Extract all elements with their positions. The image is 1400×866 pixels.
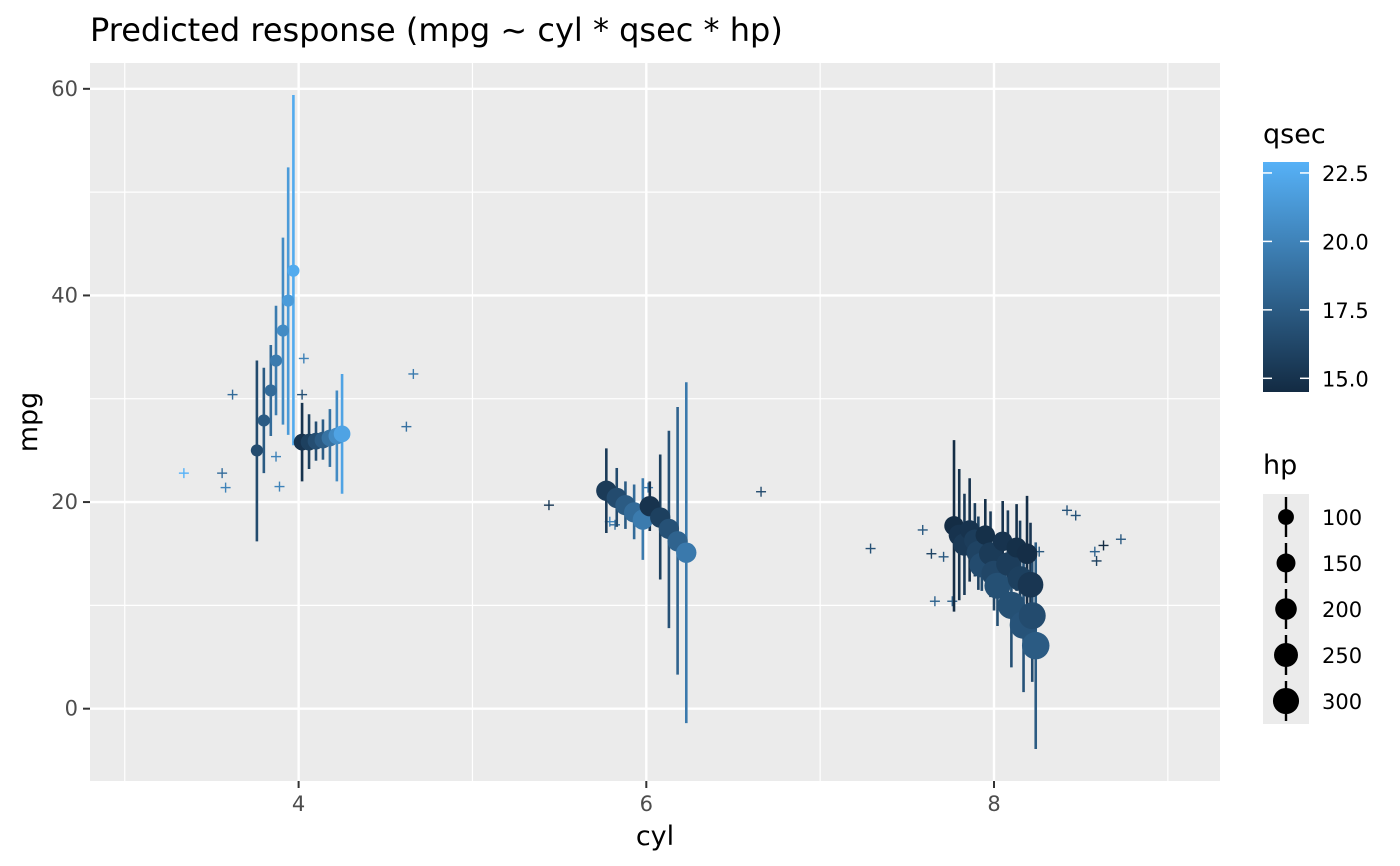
y-tick-label: 20 [51, 490, 78, 514]
predicted-point [333, 425, 351, 443]
predicted-point [1016, 543, 1038, 565]
observed-point [1089, 546, 1100, 557]
predicted-point [975, 525, 996, 545]
colorbar-legend: qsec 15.0 17.5 20.0 22.5 [1263, 119, 1369, 392]
y-tick-label: 60 [51, 77, 78, 101]
observed-point [917, 524, 928, 535]
size-legend-key: 200 [1263, 586, 1362, 632]
grid-major [90, 63, 1220, 781]
observed-point [1062, 505, 1073, 516]
chart-title: Predicted response (mpg ~ cyl * qsec * h… [90, 11, 783, 49]
observed-point [227, 389, 238, 400]
colorbar-ticks: 15.0 17.5 20.0 22.5 [1263, 162, 1369, 391]
predicted-point [1021, 631, 1050, 660]
observed-point [947, 596, 958, 607]
observed-point [408, 368, 419, 379]
colorbar-gradient [1263, 162, 1309, 392]
x-axis-label: cyl [636, 821, 674, 852]
y-tick-label: 0 [65, 697, 78, 721]
predicted-point [264, 384, 277, 397]
predicted-point [997, 591, 1026, 620]
size-legend: hp 100 150 200 250 300 [1263, 450, 1362, 724]
predicted-point [276, 324, 290, 337]
observed-point [938, 551, 949, 562]
size-legend-key: 300 [1263, 678, 1362, 724]
observed-point [756, 486, 767, 497]
observed-point [1098, 540, 1109, 551]
x-tick-label: 8 [987, 792, 1000, 816]
predicted-point [676, 542, 697, 563]
size-legend-title: hp [1263, 450, 1297, 481]
predicted-point [250, 444, 263, 457]
predicted-point [984, 572, 1011, 599]
y-tick-label: 40 [51, 283, 78, 307]
observed-point [543, 500, 554, 511]
y-axis: 0 20 40 60 [51, 77, 90, 721]
colorbar-title: qsec [1263, 119, 1326, 150]
observed-point [178, 468, 189, 479]
size-legend-label: 250 [1322, 644, 1362, 668]
predicted-points [250, 264, 1050, 660]
observed-point [274, 481, 285, 492]
x-axis: 4 6 8 [292, 781, 1001, 816]
observed-point [865, 543, 876, 554]
observed-point [271, 451, 282, 462]
colorbar-tick-label: 22.5 [1322, 162, 1369, 186]
predicted-point [1017, 571, 1044, 598]
colorbar-tick-label: 20.0 [1322, 230, 1369, 254]
size-legend-key: 100 [1263, 494, 1362, 540]
observed-point [297, 389, 308, 400]
size-legend-label: 100 [1322, 506, 1362, 530]
x-tick-label: 6 [640, 792, 653, 816]
colorbar-tick-label: 17.5 [1322, 299, 1369, 323]
size-legend-label: 300 [1322, 690, 1362, 714]
predicted-point [282, 294, 295, 307]
predicted-point [269, 354, 283, 367]
observed-point [401, 421, 412, 432]
size-legend-key: 150 [1263, 540, 1362, 586]
predicted-point [257, 414, 270, 427]
y-axis-label: mpg [13, 392, 44, 453]
observed-point [298, 353, 309, 364]
observed-point [929, 596, 940, 607]
observed-point [217, 468, 228, 479]
observed-point [220, 482, 231, 493]
observed-point [1070, 510, 1081, 521]
observed-points [178, 353, 1126, 607]
observed-point [1091, 555, 1102, 566]
predicted-point [287, 264, 300, 277]
size-legend-key: 250 [1263, 632, 1362, 678]
size-legend-label: 200 [1322, 598, 1362, 622]
size-legend-keys: 100 150 200 250 300 [1263, 494, 1362, 724]
x-tick-label: 4 [292, 792, 305, 816]
predicted-point [1018, 602, 1046, 630]
observed-point [643, 482, 654, 493]
observed-point [1115, 534, 1126, 545]
grid-minor [90, 63, 1220, 781]
size-legend-label: 150 [1322, 552, 1362, 576]
observed-point [610, 519, 621, 530]
colorbar-tick-label: 15.0 [1322, 367, 1369, 391]
observed-point [926, 548, 937, 559]
